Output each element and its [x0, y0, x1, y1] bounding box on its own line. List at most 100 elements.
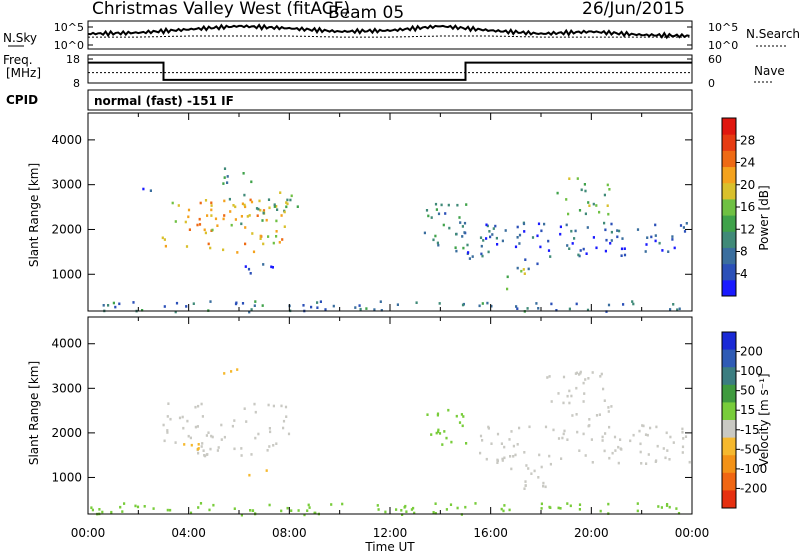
range-gate-cell: [240, 447, 243, 450]
range-gate-cell: [604, 228, 607, 232]
range-gate-cell: [528, 425, 531, 429]
range-gate-cell: [657, 505, 660, 508]
range-gate-cell: [636, 228, 640, 231]
range-gate-cell: [567, 212, 570, 216]
range-gate-cell: [524, 258, 527, 261]
range-gate-cell: [538, 453, 541, 457]
range-gate-cell: [595, 204, 598, 207]
range-gate-cell: [330, 503, 333, 506]
colorbar-tick-label: 50: [740, 384, 755, 398]
range-gate-cell: [269, 430, 272, 434]
range-gate-cell: [261, 219, 264, 222]
range-gate-cell: [275, 219, 278, 223]
range-gate-cell: [250, 453, 253, 456]
time-tick-label: 00:00: [675, 526, 710, 540]
range-gate-cell: [254, 300, 257, 303]
range-tick-label: 3000: [51, 178, 82, 192]
colorbar-tick-label: -100: [740, 462, 767, 476]
range-gate-cell: [272, 241, 275, 245]
range-gate-cell: [512, 455, 515, 458]
range-gate-cell: [437, 428, 440, 432]
range-gate-cell: [216, 224, 219, 227]
range-gate-cell: [217, 446, 220, 449]
range-gate-cell: [523, 230, 526, 233]
range-gate-cell: [226, 181, 229, 184]
range-gate-cell: [603, 193, 606, 197]
colorbar-tick-label: 24: [740, 156, 755, 170]
range-gate-cell: [458, 421, 462, 424]
colorbar-segment: [722, 279, 736, 297]
range-gate-cell: [456, 506, 459, 510]
range-gate-cell: [557, 506, 560, 510]
range-gate-cell: [647, 453, 650, 456]
range-gate-cell: [244, 265, 247, 268]
range-gate-cell: [324, 308, 327, 311]
range-gate-cell: [240, 513, 243, 517]
range-gate-cell: [501, 457, 504, 461]
range-gate-cell: [210, 214, 213, 217]
range-gate-cell: [675, 507, 678, 510]
colorbar-segment: [722, 198, 736, 216]
range-gate-cell: [566, 244, 569, 247]
range-gate-cell: [241, 302, 245, 305]
range-gate-cell: [268, 503, 271, 507]
range-gate-cell: [639, 442, 642, 446]
range-gate-cell: [282, 419, 286, 423]
range-gate-cell: [437, 243, 440, 247]
range-gate-cell: [685, 222, 688, 225]
range-gate-cell: [565, 223, 568, 227]
range-gate-cell: [638, 429, 641, 433]
range-gate-cell: [244, 242, 247, 246]
range-gate-cell: [664, 456, 667, 460]
range-gate-cell: [233, 447, 236, 451]
range-gate-cell: [192, 302, 195, 305]
range-gate-cell: [492, 227, 495, 230]
range-gate-cell: [496, 243, 499, 246]
range-gate-cell: [525, 464, 528, 467]
range-gate-cell: [268, 445, 271, 448]
range-gate-cell: [142, 187, 145, 191]
range-gate-cell: [280, 214, 283, 217]
range-gate-cell: [197, 443, 200, 446]
range-gate-cell: [582, 247, 585, 251]
colorbar-segment: [722, 263, 736, 281]
velocity-axes: 1000 2000 3000 4000: [51, 317, 693, 514]
range-gate-cell: [550, 400, 553, 403]
range-gate-cell: [197, 451, 200, 455]
cpid-value: normal (fast) -151 IF: [94, 94, 234, 108]
range-gate-cell: [531, 236, 535, 239]
range-gate-cell: [570, 394, 573, 398]
colorbar-segment: [722, 367, 736, 386]
range-gate-cell: [210, 434, 213, 438]
range-gate-cell: [376, 504, 379, 507]
range-gate-cell: [166, 431, 169, 434]
range-gate-cell: [607, 303, 611, 307]
time-axis: 00:00 04:00 08:00 12:00 16:00 20:00 00:00: [71, 526, 710, 540]
range-gate-cell: [503, 456, 506, 460]
nave-label: Nave: [754, 64, 785, 78]
time-tick-label: 16:00: [473, 526, 508, 540]
range-gate-cell: [436, 241, 439, 245]
time-axis-label: Time UT: [364, 540, 415, 554]
range-gate-cell: [537, 307, 540, 310]
range-gate-cell: [110, 510, 113, 514]
range-gate-cell: [280, 509, 283, 513]
power-panel-frame: [87, 112, 693, 312]
range-gate-cell: [646, 433, 649, 437]
range-gate-cell: [552, 428, 555, 432]
range-gate-cell: [598, 210, 601, 214]
range-gate-cell: [607, 502, 610, 506]
range-gate-cell: [207, 431, 210, 434]
range-gate-cell: [461, 303, 465, 307]
range-gate-cell: [441, 443, 444, 446]
range-gate-cell: [619, 438, 622, 441]
range-gate-cell: [254, 410, 257, 414]
range-gate-cell: [550, 302, 553, 306]
range-gate-cell: [474, 502, 477, 505]
range-gate-cell: [562, 432, 565, 436]
range-gate-cell: [595, 414, 599, 417]
range-gate-cell: [681, 431, 684, 434]
time-tick-label: 04:00: [171, 526, 206, 540]
colorbar-tick-label: 15: [740, 403, 755, 417]
range-gate-cell: [415, 301, 418, 304]
